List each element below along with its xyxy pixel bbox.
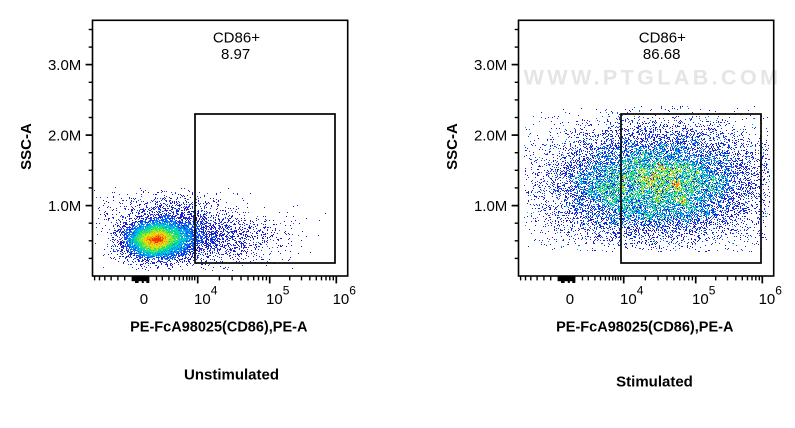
- svg-text:0: 0: [140, 291, 148, 308]
- svg-text:PE-FcA98025(CD86),PE-A: PE-FcA98025(CD86),PE-A: [556, 320, 734, 336]
- svg-text:PE-FcA98025(CD86),PE-A: PE-FcA98025(CD86),PE-A: [130, 320, 308, 336]
- svg-text:2.0M: 2.0M: [48, 128, 81, 145]
- svg-text:3.0M: 3.0M: [48, 57, 81, 74]
- svg-text:SSC-A: SSC-A: [444, 123, 461, 170]
- svg-text:CD86+: CD86+: [639, 30, 686, 47]
- svg-text:Stimulated: Stimulated: [616, 373, 693, 390]
- svg-text:8.97: 8.97: [221, 46, 250, 63]
- svg-text:1.0M: 1.0M: [48, 198, 81, 215]
- svg-text:WWW.PTGLAB.COM: WWW.PTGLAB.COM: [524, 66, 782, 90]
- svg-text:2.0M: 2.0M: [474, 128, 507, 145]
- svg-text:1.0M: 1.0M: [474, 198, 507, 215]
- svg-text:3.0M: 3.0M: [474, 57, 507, 74]
- svg-text:CD86+: CD86+: [213, 30, 260, 47]
- svg-text:86.68: 86.68: [643, 46, 681, 63]
- svg-text:Unstimulated: Unstimulated: [184, 367, 279, 384]
- svg-text:SSC-A: SSC-A: [18, 123, 35, 170]
- svg-text:0: 0: [566, 291, 574, 308]
